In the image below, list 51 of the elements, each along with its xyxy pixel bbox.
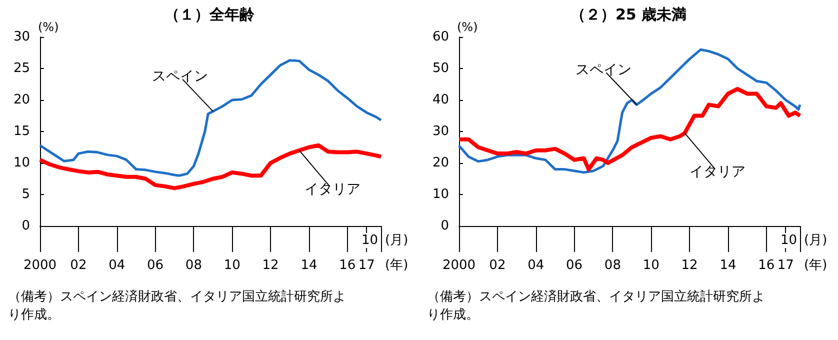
y-tick-label: 15 xyxy=(13,124,30,139)
x-tick-label: 06 xyxy=(566,258,583,273)
x-tick-label: 06 xyxy=(147,258,164,273)
chart-title: （１）全年齢 xyxy=(164,6,256,24)
y-tick-label: 60 xyxy=(432,30,449,44)
x-tick-label: 16 xyxy=(339,258,356,273)
chart-title: （２）25 歳未満 xyxy=(570,6,687,24)
x-tick-label: 10 xyxy=(224,258,240,273)
y-tick-label: 30 xyxy=(432,124,449,139)
x-tick-label: 12 xyxy=(262,258,279,273)
x-tick-label: 12 xyxy=(681,258,698,273)
text: 10 xyxy=(780,233,797,248)
x-tick-label: 04 xyxy=(108,258,126,273)
annotation: スペイン xyxy=(152,68,208,84)
y-tick-label: 40 xyxy=(432,92,449,108)
annotation: スペイン xyxy=(576,62,632,78)
text: (月) xyxy=(385,233,408,248)
y-tick-label: 30 xyxy=(13,30,30,44)
y-tick-label: 0 xyxy=(22,218,30,234)
text: (月) xyxy=(804,233,828,248)
y-tick-label: 5 xyxy=(22,187,30,202)
y-tick-label: 25 xyxy=(13,61,30,76)
annotation: イタリア xyxy=(690,164,746,180)
text: （備考）スペイン経済財政省、イタリア国立統計研究所より作成。 xyxy=(8,288,346,322)
x-tick-label: 2000 xyxy=(23,258,57,273)
y-tick-label: 0 xyxy=(440,218,449,234)
x-tick-label: 10 xyxy=(642,258,660,273)
x-tick-label: 16 xyxy=(758,258,775,273)
line-series xyxy=(38,59,382,177)
y-tick-label: 20 xyxy=(13,92,30,108)
x-tick-label: 17 xyxy=(358,258,375,273)
y-axis-title: (%) xyxy=(38,20,59,34)
annotation: イタリア xyxy=(304,181,360,198)
y-tick-label: 10 xyxy=(432,187,449,202)
y-axis-title: (%) xyxy=(457,20,478,34)
x-tick-label: 08 xyxy=(604,258,621,273)
x-tick-label: 08 xyxy=(185,258,202,273)
text: （備考）スペイン経済財政省、イタリア国立統計研究所より作成。 xyxy=(427,288,765,322)
x-axis-title: (年) xyxy=(804,258,828,273)
x-tick-label: 2000 xyxy=(442,258,476,273)
x-axis-title: (年) xyxy=(385,258,408,273)
y-tick-label: 20 xyxy=(432,156,449,170)
x-tick-label: 04 xyxy=(528,258,544,273)
y-tick-label: 10 xyxy=(13,156,30,170)
text: 10 xyxy=(361,233,378,248)
x-tick-label: 14 xyxy=(720,258,736,273)
x-tick-label: 02 xyxy=(489,258,506,273)
x-tick-label: 17 xyxy=(777,258,794,273)
x-tick-label: 02 xyxy=(70,258,87,273)
x-tick-label: 14 xyxy=(300,258,318,273)
y-tick-label: 50 xyxy=(432,61,449,76)
